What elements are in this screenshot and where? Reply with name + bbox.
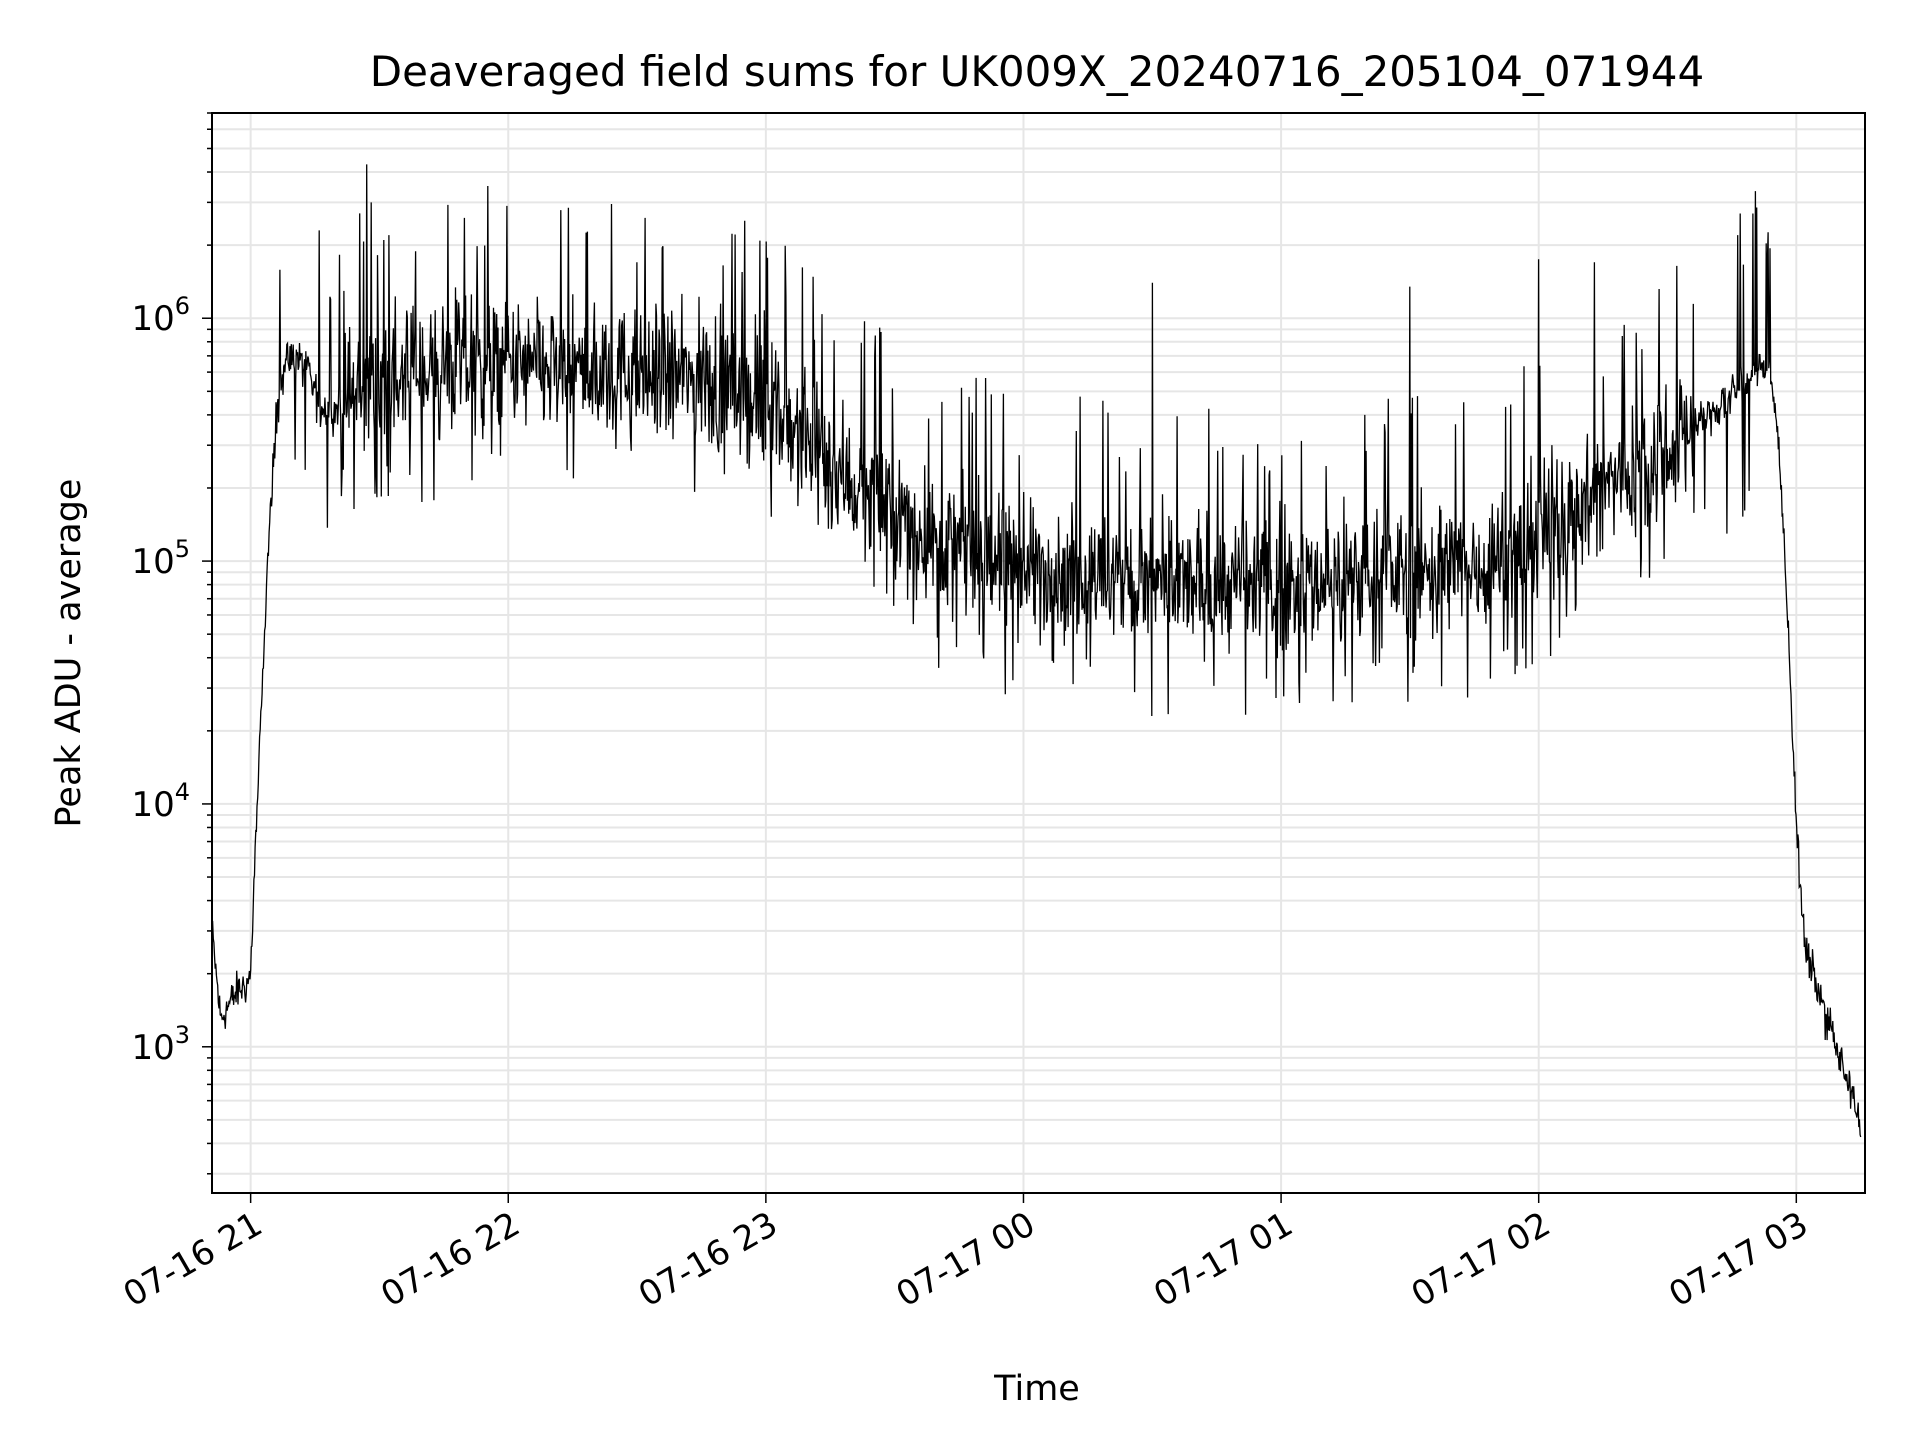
- plot-frame: [211, 112, 1866, 1194]
- series-line: [211, 164, 1862, 1138]
- grid: [212, 112, 1865, 1193]
- y-tick-label: 105: [131, 535, 190, 582]
- x-axis-title: Time: [993, 1369, 1080, 1409]
- y-tick-label: 104: [131, 778, 190, 825]
- series-group: [211, 164, 1862, 1138]
- chart-title: Deaveraged field sums for UK009X_2024071…: [370, 47, 1705, 96]
- y-tick-label: 103: [131, 1021, 190, 1068]
- y-axis-title: Peak ADU - average: [49, 479, 89, 828]
- y-tick-label: 106: [131, 292, 190, 339]
